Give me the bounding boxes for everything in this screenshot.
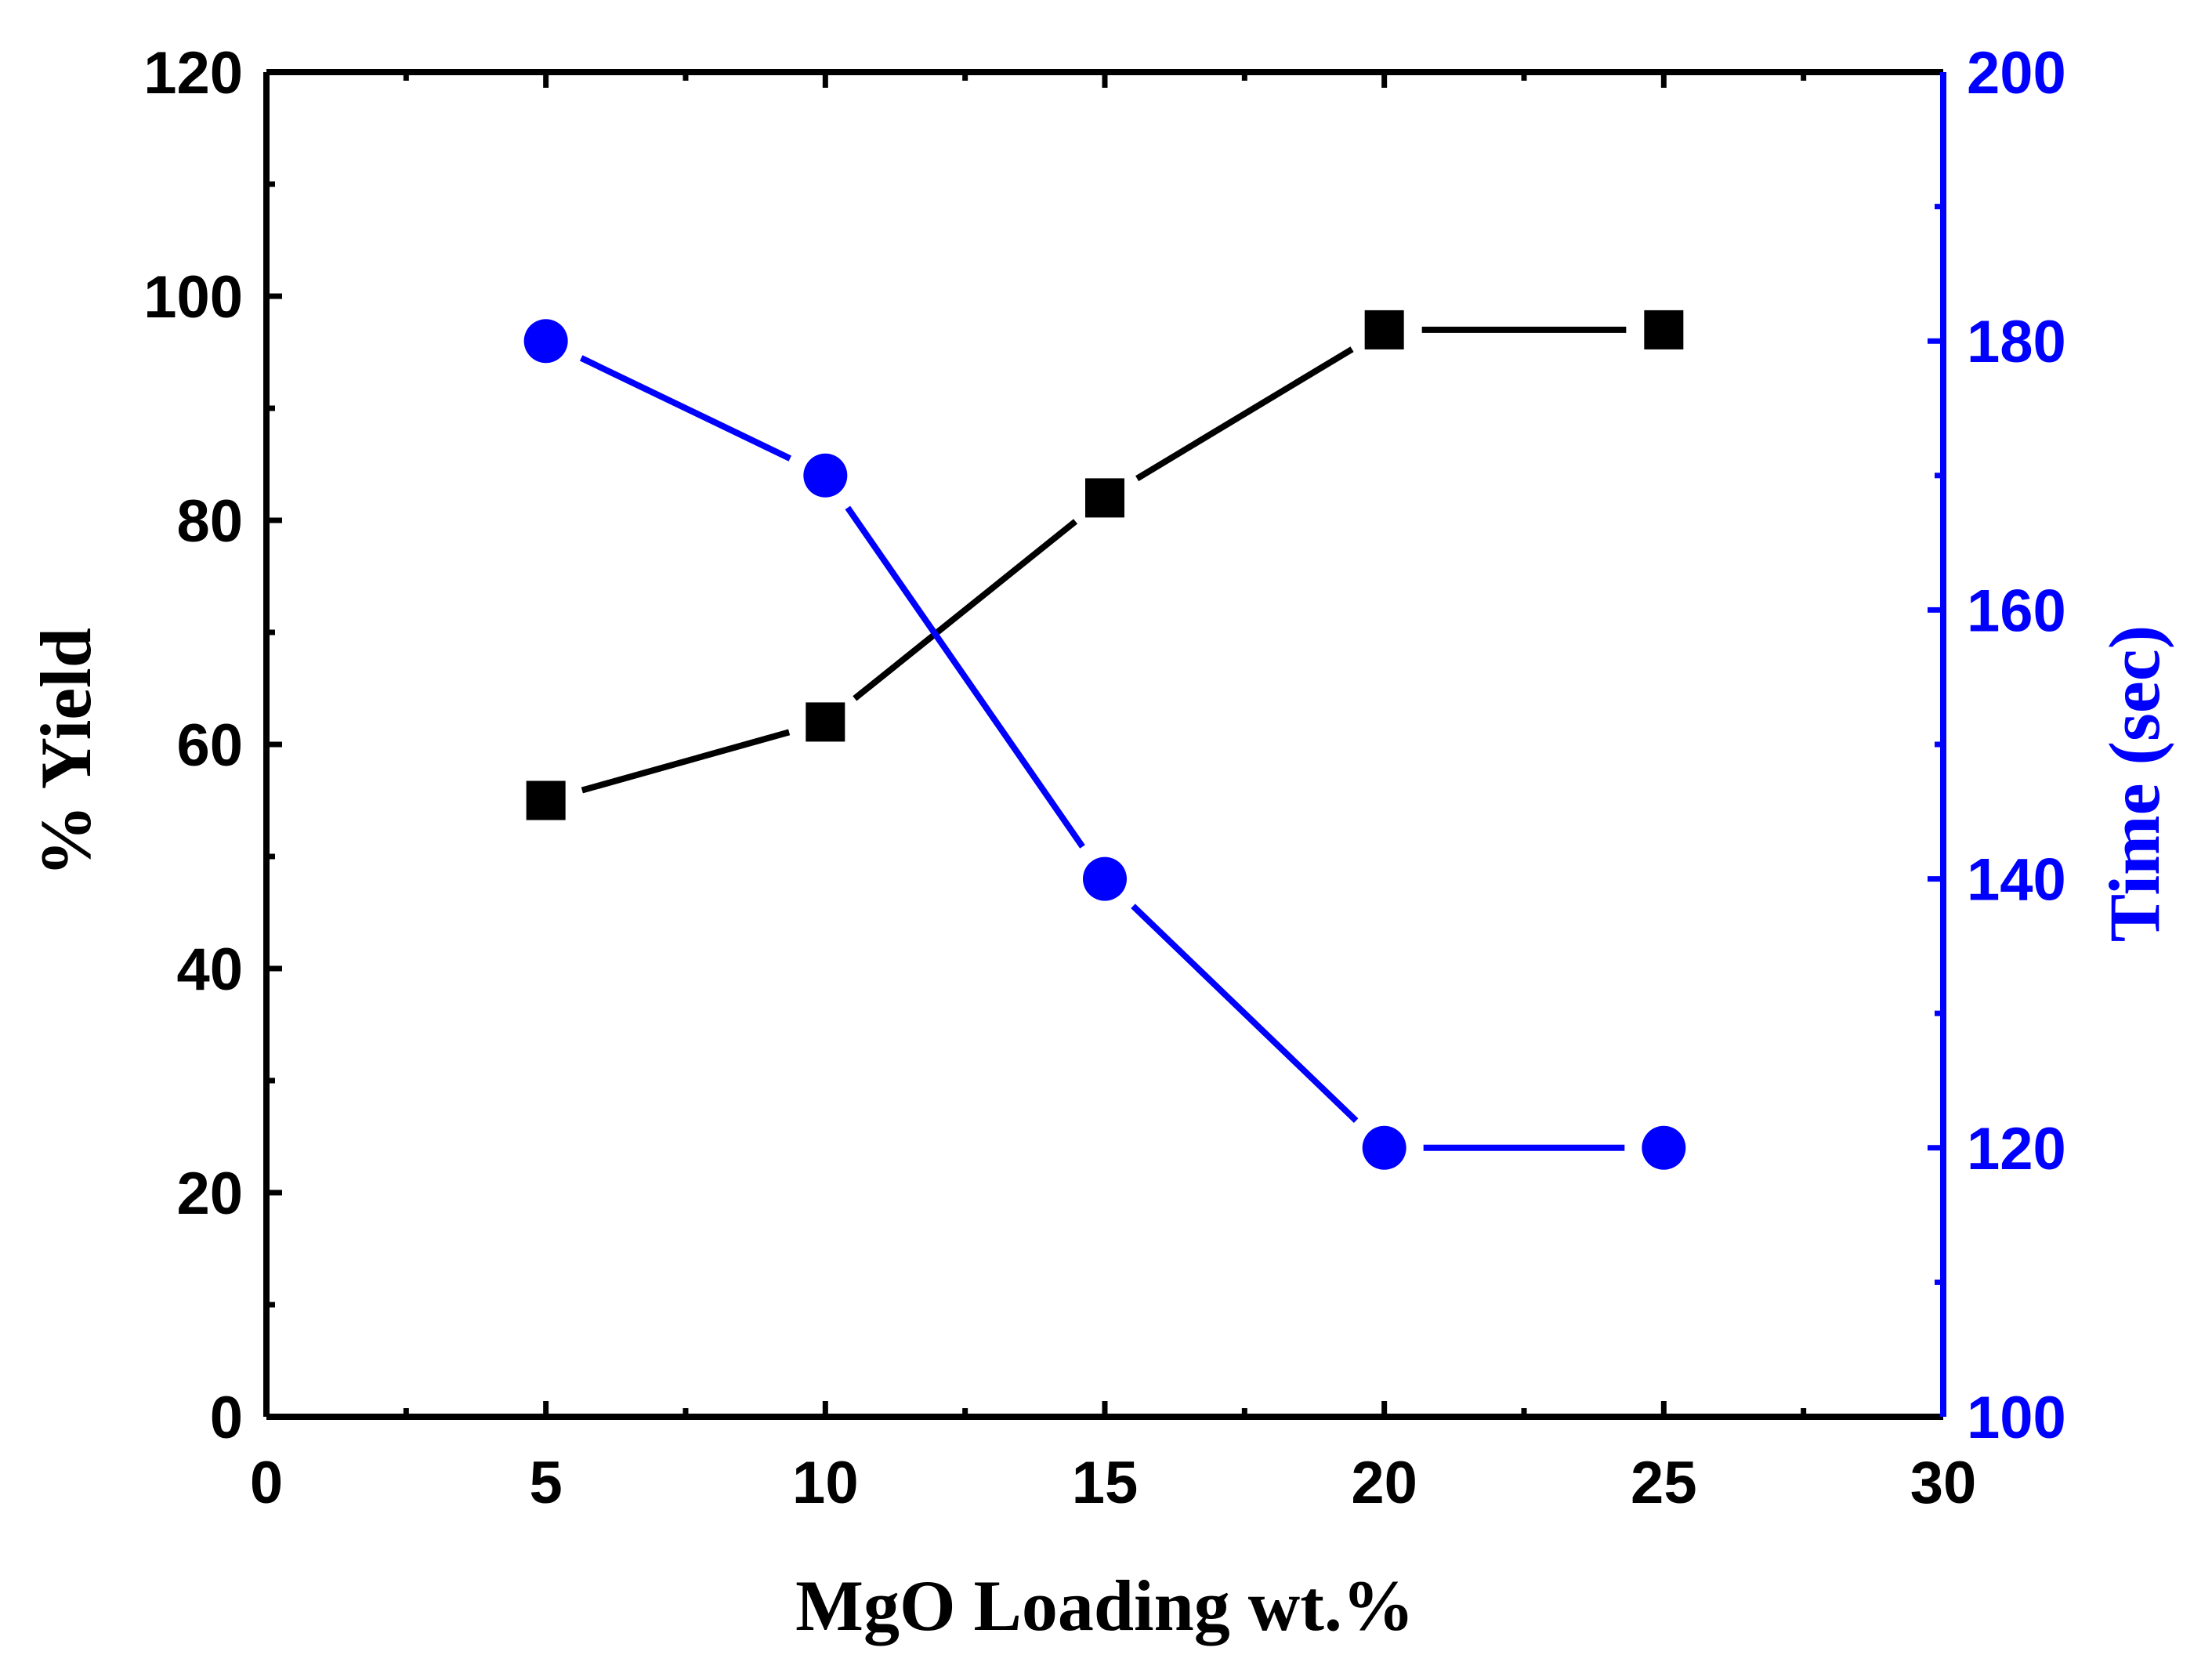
- y2-tick-label: 100: [1967, 1385, 2066, 1451]
- y-tick-label: 80: [176, 488, 243, 555]
- time-point: [523, 319, 568, 364]
- y2-tick-label: 180: [1967, 309, 2066, 375]
- x-tick-label: 15: [1072, 1450, 1139, 1516]
- y-tick-label: 60: [176, 712, 243, 779]
- yield-line-segment: [581, 729, 791, 794]
- time-point: [1642, 1125, 1686, 1170]
- y2-tick-label: 160: [1967, 578, 2066, 644]
- y2-tick-label: 200: [1967, 40, 2066, 107]
- axes: [263, 69, 1946, 1420]
- y2-tick-label: 140: [1967, 847, 2066, 914]
- x-tick-label: 30: [1910, 1450, 1977, 1516]
- x-tick-label: 25: [1631, 1450, 1697, 1516]
- yield-point: [1364, 310, 1404, 349]
- yield-point: [806, 702, 845, 742]
- y2-axis-title: Time (sec): [2094, 625, 2174, 942]
- yield-point: [526, 780, 566, 820]
- y-tick-label: 0: [210, 1385, 243, 1451]
- yield-point: [1644, 310, 1684, 349]
- y-tick-label: 20: [176, 1161, 243, 1227]
- time-point: [1362, 1125, 1406, 1170]
- yield-point: [1085, 478, 1124, 518]
- x-tick-label: 20: [1351, 1450, 1417, 1516]
- y-tick-label: 120: [143, 40, 243, 107]
- y-axis-title: % Yield: [26, 628, 106, 877]
- time-line-segment: [1131, 903, 1359, 1124]
- x-tick-label: 0: [250, 1450, 283, 1516]
- x-axis-title: MgO Loading wt.%: [795, 1566, 1414, 1646]
- time-line-segment: [579, 355, 792, 462]
- tick-labels: 0 5 10 15 20 25 30 0 20 40 60 80 100 120 100 120 140 160 1…: [143, 40, 2066, 1516]
- x-tick-label: 10: [792, 1450, 859, 1516]
- y2-tick-label: 120: [1967, 1116, 2066, 1182]
- time-point: [1083, 856, 1127, 901]
- tick-marks: [263, 69, 1946, 1420]
- y-tick-label: 40: [176, 936, 243, 1003]
- time-point: [803, 453, 848, 498]
- yield-line-segment: [1135, 346, 1354, 482]
- x-tick-label: 5: [530, 1450, 563, 1516]
- time-line-segment: [845, 505, 1085, 849]
- y-tick-label: 100: [143, 264, 243, 331]
- series-layer: [523, 310, 1686, 1170]
- yield-line-segment: [853, 519, 1078, 701]
